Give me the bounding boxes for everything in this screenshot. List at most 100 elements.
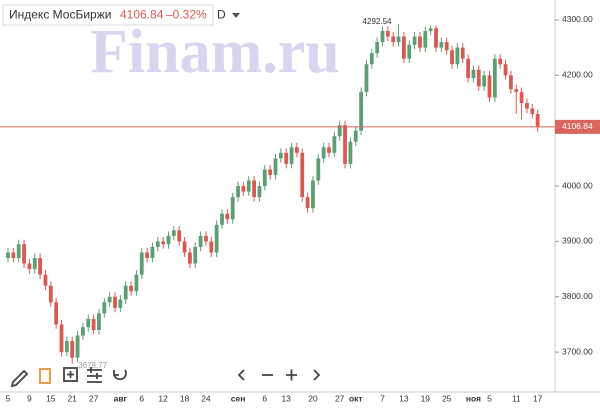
instrument-name: Индекс МосБиржи bbox=[9, 8, 111, 22]
settings-icon[interactable] bbox=[87, 367, 102, 383]
y-tick-label: 3800.00 bbox=[562, 291, 593, 301]
header-box[interactable] bbox=[2, 4, 214, 26]
x-tick-label: 21 bbox=[67, 393, 77, 403]
candle-body bbox=[418, 36, 422, 48]
candle-body bbox=[444, 42, 449, 51]
x-tick-label: 19 bbox=[421, 393, 431, 403]
x-tick-label: 7 bbox=[380, 393, 385, 403]
candle-body bbox=[375, 42, 380, 54]
candle-body bbox=[6, 252, 10, 259]
candle-body bbox=[145, 252, 149, 259]
candle-body bbox=[75, 335, 80, 358]
x-tick-label: 15 bbox=[46, 393, 56, 403]
candle-body bbox=[396, 36, 401, 43]
x-tick-label: 12 bbox=[158, 393, 168, 403]
candle-body bbox=[257, 186, 262, 198]
candle-body bbox=[385, 31, 390, 37]
candle-body bbox=[241, 186, 246, 192]
candle-body bbox=[343, 125, 347, 164]
candle-body bbox=[155, 241, 160, 247]
candle-body bbox=[161, 241, 166, 245]
x-tick-label: ноя bbox=[466, 393, 481, 403]
candle-body bbox=[38, 258, 42, 275]
candle-body bbox=[492, 58, 497, 98]
add-icon[interactable] bbox=[63, 367, 78, 382]
reset-icon[interactable] bbox=[113, 369, 127, 381]
candle-body bbox=[364, 64, 369, 92]
candle-body bbox=[503, 64, 508, 76]
candle-body bbox=[487, 75, 492, 98]
candle-body bbox=[11, 252, 16, 259]
candle-body bbox=[64, 341, 69, 353]
y-tick-label: 3900.00 bbox=[562, 236, 593, 246]
candle-body bbox=[27, 263, 32, 270]
candle-body bbox=[123, 285, 128, 300]
candle-body bbox=[32, 258, 37, 270]
candle-body bbox=[209, 241, 214, 253]
add-plus bbox=[67, 371, 74, 378]
candle-body bbox=[353, 130, 358, 142]
candle-body bbox=[230, 197, 235, 220]
x-tick-label: 6 bbox=[262, 393, 267, 403]
candle-body bbox=[225, 213, 230, 220]
x-tick-label: 13 bbox=[399, 393, 409, 403]
candle-body bbox=[295, 147, 299, 153]
interval[interactable]: D bbox=[217, 8, 226, 22]
candle-body bbox=[530, 108, 535, 115]
scroll-left[interactable] bbox=[237, 369, 245, 381]
candle-body bbox=[428, 28, 433, 32]
candle-body bbox=[423, 31, 428, 48]
candle-body bbox=[284, 152, 289, 164]
pencil-icon[interactable] bbox=[10, 369, 29, 388]
candle-body bbox=[268, 169, 273, 175]
candle-body bbox=[327, 147, 331, 153]
candle-body bbox=[43, 274, 48, 286]
notes-icon[interactable] bbox=[39, 368, 51, 384]
y-tick-label: 4000.00 bbox=[562, 180, 593, 190]
candle-body bbox=[166, 235, 171, 245]
y-tick-label: 3700.00 bbox=[562, 346, 593, 356]
x-tick-label: сен bbox=[231, 393, 246, 403]
x-tick-label: 20 bbox=[308, 393, 318, 403]
candle-body bbox=[81, 327, 85, 336]
scroll-right[interactable] bbox=[313, 369, 321, 381]
x-tick-label: 25 bbox=[442, 393, 452, 403]
candle-body bbox=[220, 213, 224, 225]
candle-body bbox=[407, 44, 412, 59]
candle-body bbox=[97, 313, 101, 330]
dropdown-icon[interactable] bbox=[232, 13, 240, 18]
last-price-tag bbox=[555, 119, 600, 134]
candle-body bbox=[139, 252, 144, 275]
min-label: 3678.77 bbox=[78, 361, 107, 370]
candle-body bbox=[48, 285, 53, 303]
candle-body bbox=[54, 302, 59, 325]
x-tick-label: 27 bbox=[335, 393, 345, 403]
candle-body bbox=[118, 299, 123, 308]
candle-body bbox=[476, 69, 481, 87]
zoom-in[interactable] bbox=[286, 369, 297, 381]
candle-body bbox=[102, 302, 107, 314]
candle-body bbox=[535, 114, 540, 127]
x-tick-label: 6 bbox=[139, 393, 144, 403]
toolbar bbox=[10, 367, 321, 388]
y-tick-label: 4200.00 bbox=[562, 70, 593, 80]
x-tick-label: 5 bbox=[6, 393, 11, 403]
x-tick-label: 13 bbox=[281, 393, 291, 403]
candle-body bbox=[214, 224, 219, 253]
candle-body bbox=[198, 235, 203, 247]
x-tick-label: 27 bbox=[89, 393, 99, 403]
candle-body bbox=[289, 147, 294, 164]
candle-body bbox=[509, 75, 513, 90]
candle-body bbox=[391, 36, 396, 43]
candle-body bbox=[91, 318, 96, 330]
x-tick-label: 17 bbox=[533, 393, 543, 403]
candle-body bbox=[482, 75, 487, 87]
candle-body bbox=[455, 47, 460, 65]
candle-body bbox=[204, 235, 208, 242]
candle-body bbox=[177, 230, 182, 242]
candle-body bbox=[321, 147, 326, 159]
candle-body bbox=[278, 152, 283, 159]
candle-body bbox=[439, 42, 444, 48]
